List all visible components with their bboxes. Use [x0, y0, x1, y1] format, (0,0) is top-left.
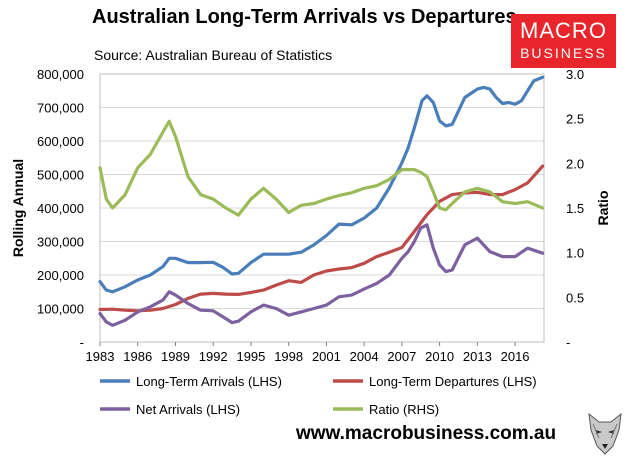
- x-tick-label: 2004: [350, 349, 379, 364]
- y2-tick-label: 1.5: [566, 201, 584, 216]
- chart-title: Australian Long-Term Arrivals vs Departu…: [92, 6, 517, 28]
- y2-axis-title: Ratio: [595, 191, 611, 226]
- x-tick-label: 1983: [86, 349, 115, 364]
- y-tick-label: 700,000: [37, 101, 84, 116]
- x-tick-label: 2016: [501, 349, 530, 364]
- logo-line2: BUSINESS: [520, 45, 607, 61]
- y2-tick-label: 1.0: [566, 246, 584, 261]
- series-line-1: [98, 75, 545, 294]
- y-tick-label: 100,000: [37, 302, 84, 317]
- y2-tick-label: 0.5: [566, 290, 584, 305]
- legend-label: Ratio (RHS): [369, 402, 439, 417]
- legend-label: Long-Term Arrivals (LHS): [136, 374, 282, 389]
- x-tick-label: 1998: [274, 349, 303, 364]
- fox-mascot-icon: [588, 412, 622, 455]
- y-tick-label: 600,000: [37, 134, 84, 149]
- y2-tick-label: 2.0: [566, 156, 584, 171]
- y-tick-label: 200,000: [37, 268, 84, 283]
- website-url: www.macrobusiness.com.au: [296, 423, 557, 444]
- x-tick-label: 1995: [236, 349, 265, 364]
- chart-source: Source: Australian Bureau of Statistics: [94, 47, 333, 63]
- x-tick-label: 2013: [463, 349, 492, 364]
- legend-label: Long-Term Departures (LHS): [369, 374, 537, 389]
- x-tick-label: 2007: [387, 349, 416, 364]
- y2-tick-label: 3.0: [566, 67, 584, 82]
- x-tick-label: 1989: [161, 349, 190, 364]
- y-tick-label: 500,000: [37, 168, 84, 183]
- x-tick-label: 1986: [123, 349, 152, 364]
- logo-line1: MACRO: [520, 18, 607, 43]
- legend-label: Net Arrivals (LHS): [136, 402, 240, 417]
- y2-tick-label: -: [566, 335, 570, 350]
- y-axis-title: Rolling Annual: [10, 159, 26, 257]
- y-tick-label: -: [80, 335, 84, 350]
- series-line-4: [98, 119, 545, 217]
- series-line-3: [98, 223, 545, 327]
- x-tick-label: 1992: [199, 349, 228, 364]
- x-tick-label: 2010: [425, 349, 454, 364]
- y-tick-label: 300,000: [37, 235, 84, 250]
- macrobusiness-logo: MACRO BUSINESS: [511, 14, 616, 68]
- y2-tick-label: 2.5: [566, 112, 584, 127]
- x-tick-label: 2001: [312, 349, 341, 364]
- y-tick-label: 400,000: [37, 201, 84, 216]
- y-tick-label: 800,000: [37, 67, 84, 82]
